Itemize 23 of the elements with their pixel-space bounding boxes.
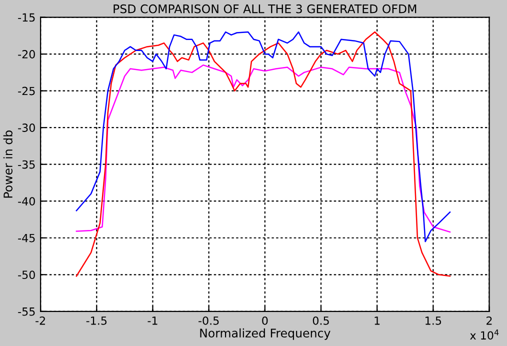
- x-tick-label: 2: [486, 316, 492, 325]
- x-tick-label: 1: [374, 316, 380, 325]
- y-tick-label: -50: [18, 270, 35, 280]
- y-tick-label: -40: [18, 197, 35, 206]
- line-series: [76, 64, 451, 233]
- x-tick-label: 0.5: [312, 316, 329, 325]
- y-tick-label: -30: [18, 124, 35, 132]
- y-tick-label: -25: [18, 86, 35, 96]
- x-tick-label: -0.5: [198, 316, 219, 325]
- y-tick-label: -35: [18, 160, 35, 169]
- y-tick-label: -20: [18, 50, 35, 58]
- x-axis-title: Normalized Frequency: [200, 328, 330, 340]
- text: x 10$^{4}$: [470, 330, 499, 340]
- y-tick-label: -55: [18, 308, 35, 316]
- x-tick-label: -2: [36, 316, 45, 325]
- x-tick-label: 1.5: [426, 316, 442, 325]
- x-tick-label: -1: [148, 316, 158, 325]
- x-tick-label: -1.5: [86, 316, 107, 325]
- chart-title: PSD COMPARISON OF ALL THE 3 GENERATED OFDM: [114, 4, 416, 14]
- x-tick-label: 0: [262, 316, 268, 325]
- y-tick-label: -45: [18, 234, 35, 242]
- y-axis-title: Power in db: [3, 130, 12, 198]
- y-tick-label: -15: [18, 13, 35, 22]
